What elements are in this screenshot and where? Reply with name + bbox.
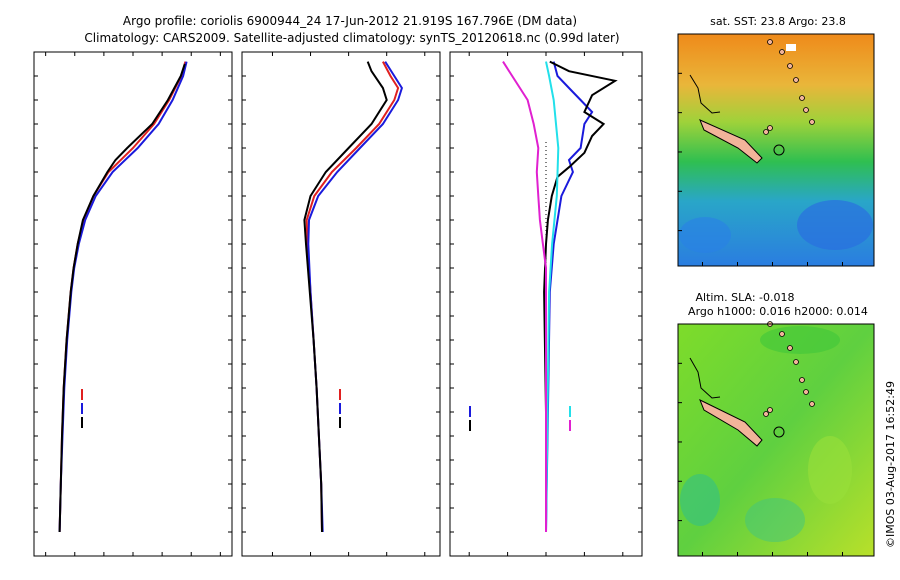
series-line-2 [58, 63, 186, 533]
loyalty-islands [763, 39, 815, 135]
series-line-1 [58, 61, 188, 533]
title-line-1: Argo profile: coriolis 6900944_24 17-Jun… [123, 14, 577, 28]
reef-outline [689, 74, 721, 114]
sla-map-title: Altim. SLA: -0.018 [695, 291, 794, 304]
sla-map-frame [677, 323, 875, 557]
island [793, 359, 799, 365]
sst-map: sat. SST: 23.8 Argo: 23.8 [677, 15, 875, 267]
series-line-3 [502, 61, 547, 532]
reef-outline [689, 357, 721, 399]
salinity-profile-frame [241, 51, 441, 557]
loyalty-islands [763, 321, 815, 417]
new-caledonia-island [699, 119, 763, 164]
island [767, 407, 773, 413]
island [809, 119, 815, 125]
series-line-2 [303, 61, 388, 533]
series-line-0 [58, 61, 187, 533]
series-line-0 [545, 61, 594, 533]
island [799, 95, 805, 101]
series-line-2 [545, 61, 560, 533]
island [809, 401, 815, 407]
island [767, 39, 773, 45]
sst-cold-patch [797, 200, 873, 250]
island [793, 77, 799, 83]
island [763, 411, 769, 417]
sst-map-axes [678, 33, 843, 266]
sla-map: Altim. SLA: -0.018 Argo h1000: 0.016 h20… [677, 291, 875, 557]
profile-panels [33, 51, 643, 557]
island [779, 331, 785, 337]
island [763, 129, 769, 135]
sla-low-patch [760, 326, 840, 354]
island [803, 107, 809, 113]
sst-cold-patch [679, 217, 731, 253]
island [803, 389, 809, 395]
sla-map-axes [678, 323, 843, 556]
argo-position-marker [773, 426, 785, 438]
sla-map-subtitle: Argo h1000: 0.016 h2000: 0.014 [688, 305, 868, 318]
series-line-1 [307, 61, 403, 533]
series-line-1 [543, 60, 618, 532]
sst-map-title: sat. SST: 23.8 Argo: 23.8 [710, 15, 846, 28]
sst-map-frame [677, 33, 875, 267]
imos-credit: ©IMOS 03-Aug-2017 16:52:49 [884, 381, 897, 548]
island [767, 125, 773, 131]
temperature-profile [33, 51, 233, 557]
sla-low-patch [680, 474, 720, 526]
island-group [786, 44, 796, 51]
salinity-profile [241, 51, 441, 557]
sla-high-patch [808, 436, 852, 504]
island [799, 377, 805, 383]
new-caledonia-island [699, 398, 763, 447]
island [787, 345, 793, 351]
argo-position-marker [773, 144, 785, 156]
temperature-profile-frame [33, 51, 233, 557]
title-line-2: Climatology: CARS2009. Satellite-adjuste… [84, 31, 619, 45]
island [779, 49, 785, 55]
difference-profile [449, 51, 643, 557]
sla-low-patch [745, 498, 805, 542]
island [787, 63, 793, 69]
